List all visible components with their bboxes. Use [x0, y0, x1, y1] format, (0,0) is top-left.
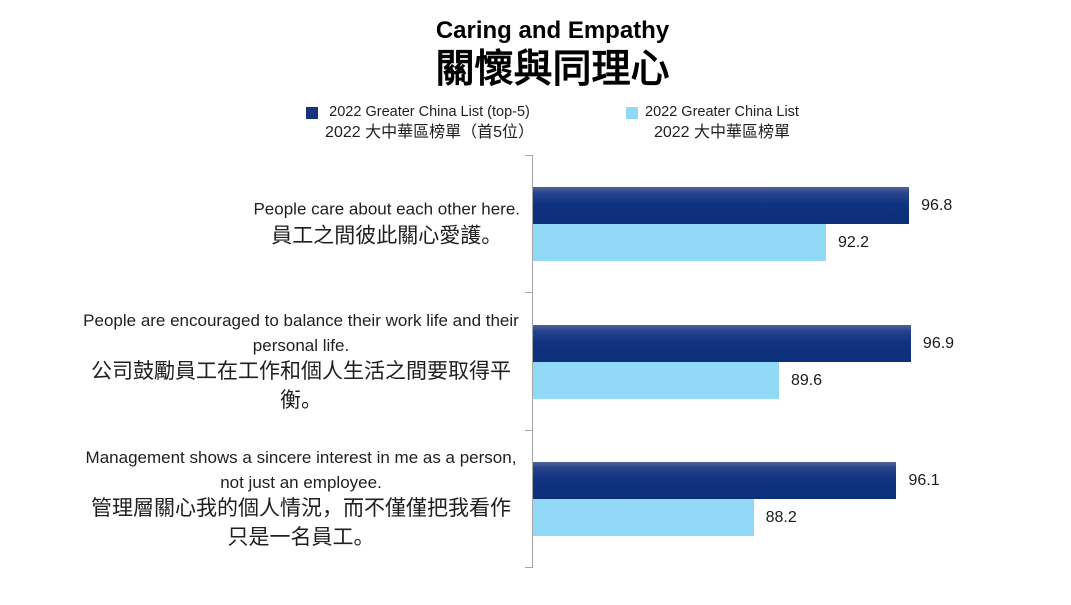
category-label-en: People care about each other here. [253, 199, 520, 219]
category-label: Management shows a sincere interest in m… [82, 446, 520, 552]
axis-tick [525, 430, 532, 431]
value-label: 89.6 [790, 371, 823, 389]
category-axis [525, 155, 533, 568]
chart-row-management: Management shows a sincere interest in m… [0, 430, 1071, 568]
category-label-en: People are encouraged to balance their w… [83, 311, 519, 355]
axis-tick [525, 567, 532, 568]
category-label-zh: 管理層關心我的個人情況，而不僅僅把我看作只是一名員工。 [91, 497, 511, 549]
chart-header: Caring and Empathy 關懷與同理心 [34, 16, 1071, 93]
legend-label-zh: 2022 大中華區榜單（首5位） [325, 123, 534, 141]
axis-tick [525, 292, 532, 293]
category-label: People are encouraged to balance their w… [82, 309, 520, 415]
bar-top5 [533, 325, 911, 362]
legend-label-zh: 2022 大中華區榜單 [653, 123, 790, 141]
legend-item-top5: 2022 Greater China List (top-5) 2022 大中華… [306, 103, 534, 143]
bar-full-list [533, 224, 826, 261]
value-label: 96.9 [922, 334, 955, 352]
value-label: 88.2 [765, 508, 797, 526]
bar-full-list [533, 499, 754, 536]
category-label-zh: 公司鼓勵員工在工作和個人生活之間要取得平衡。 [91, 360, 511, 412]
value-label: 96.8 [921, 196, 953, 214]
bar-top5 [533, 462, 897, 499]
axis-tick [525, 155, 532, 156]
legend-label-en: 2022 Greater China List (top-5) [329, 104, 530, 120]
bar-top5 [533, 187, 910, 224]
legend-label-en: 2022 Greater China List [645, 104, 799, 120]
value-label: 96.1 [908, 471, 940, 489]
value-label: 92.2 [837, 233, 870, 251]
legend-swatch-light-icon [626, 107, 638, 119]
category-label-en: Management shows a sincere interest in m… [85, 448, 517, 492]
chart-row-balance: People are encouraged to balance their w… [0, 293, 1071, 431]
chart-row-care: People care about each other here. 員工之間彼… [0, 155, 1071, 293]
chart-title-en: Caring and Empathy [435, 17, 670, 44]
legend-item-full-list: 2022 Greater China List 2022 大中華區榜單 [626, 103, 799, 143]
chart-legend: 2022 Greater China List (top-5) 2022 大中華… [34, 103, 1071, 143]
bar-full-list [533, 362, 779, 399]
chart-title-zh: 關懷與同理心 [435, 48, 670, 91]
category-label: People care about each other here. 員工之間彼… [253, 198, 520, 251]
category-label-zh: 員工之間彼此關心愛護。 [271, 224, 503, 248]
legend-swatch-dark-icon [306, 107, 319, 119]
